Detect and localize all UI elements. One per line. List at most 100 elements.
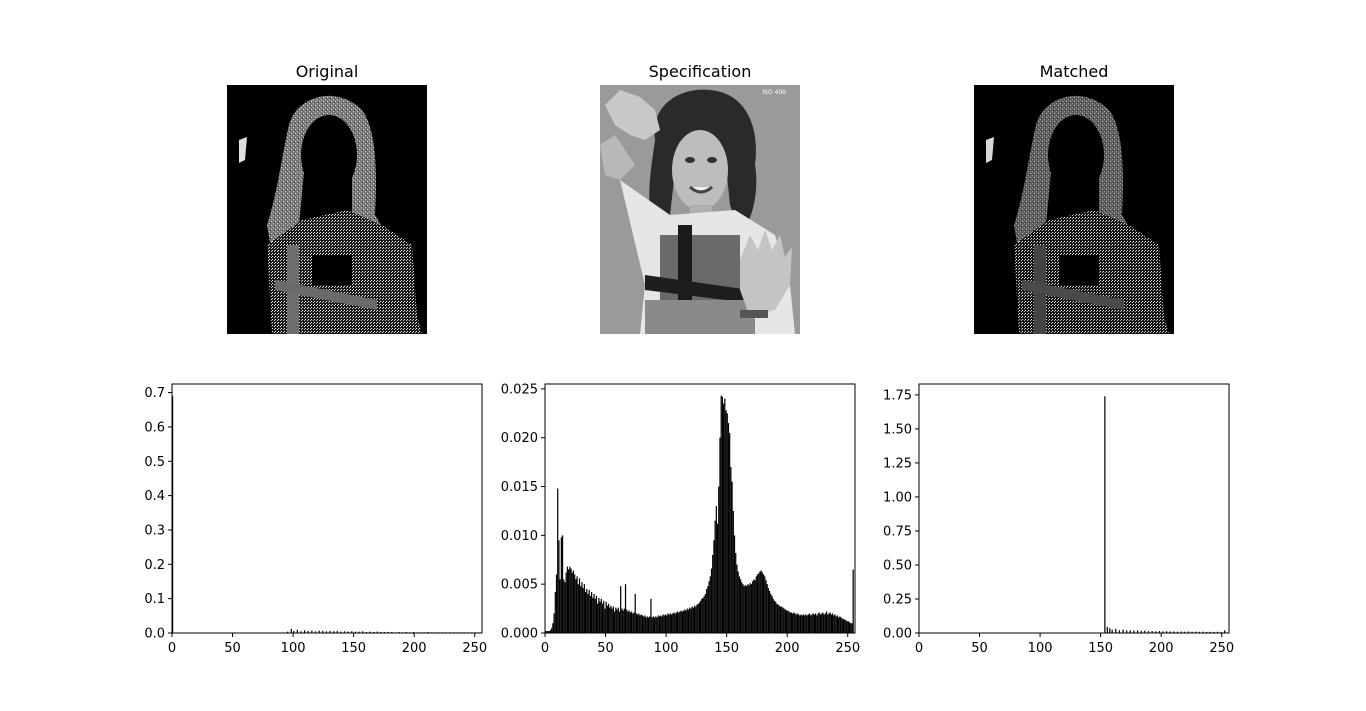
histogram-bar (691, 606, 693, 633)
histogram-bar (552, 623, 554, 633)
histogram-bar (748, 585, 750, 633)
histogram-bar (777, 604, 779, 633)
histogram-bar (598, 597, 600, 633)
histogram-bar (632, 613, 634, 633)
histogram-bar (840, 617, 842, 633)
histogram-bar (762, 574, 765, 633)
x-tick-label: 200 (1149, 641, 1174, 656)
histogram-bar (852, 569, 854, 633)
histogram-bar (564, 582, 566, 633)
histogram-bar (1147, 631, 1150, 633)
histogram-bar (662, 614, 664, 633)
histogram-bar (340, 631, 342, 633)
matched-image (974, 85, 1174, 334)
histogram-bar (623, 608, 625, 633)
y-tick-label: 1.25 (883, 456, 912, 471)
histogram-bar (714, 520, 716, 633)
histogram-bar (172, 396, 174, 633)
histogram-bar (586, 589, 588, 633)
histogram-bar (601, 603, 604, 633)
histogram-bar (1144, 630, 1146, 633)
histogram-bar (723, 403, 725, 633)
y-tick-label: 0.1 (144, 592, 165, 607)
histogram-bar (727, 423, 730, 633)
histogram-specification: 0 50 100 150 200 250 0.000 0.005 0.010 0.015 0.020… (501, 382, 860, 656)
histogram-bar (545, 631, 547, 633)
histogram-bar (616, 609, 618, 633)
histogram-bar (578, 578, 581, 633)
histogram-bar (376, 631, 378, 633)
y-tick-label: 1.75 (883, 388, 912, 403)
histogram-bar (789, 612, 791, 633)
histogram-bar (587, 593, 589, 633)
y-tick-label: 0.5 (144, 455, 165, 470)
histogram-bar (811, 614, 813, 633)
histogram-bar (398, 631, 400, 633)
histogram-bar (646, 616, 648, 633)
histogram-bar (743, 586, 745, 633)
histogram-original: 0 50 100 150 200 250 0.0 0.1 0.2 0.3 0.4 0.5 0.6 0.7 (144, 383, 487, 656)
histogram-bar (603, 600, 605, 633)
histogram-bar (303, 630, 306, 633)
histogram-bar (818, 612, 820, 633)
histogram-bar (670, 614, 673, 633)
histogram-bar (1115, 628, 1117, 633)
y-tick-label: 0.025 (501, 382, 538, 397)
histogram-bar (600, 598, 602, 633)
x-tick-label: 0 (168, 641, 176, 656)
histogram-bar (595, 595, 598, 633)
histogram-bar (707, 586, 709, 633)
histogram-bar (1216, 631, 1219, 633)
histogram-bar (626, 609, 628, 633)
histogram-bar (738, 576, 740, 633)
histogram-bar (643, 616, 645, 633)
histogram-bar (813, 614, 816, 633)
histogram-bar (842, 619, 845, 633)
y-tick-label: 0.6 (144, 420, 165, 435)
histogram-bar (658, 616, 661, 633)
histogram-bar (829, 612, 831, 633)
histogram-bar (604, 608, 606, 633)
histogram-bar (575, 579, 577, 633)
y-tick-label: 0.50 (883, 558, 912, 573)
histogram-bar (753, 579, 755, 633)
histogram-bar (851, 623, 853, 633)
histogram-bar (693, 605, 696, 633)
histogram-bar (805, 614, 807, 633)
histogram-bar (736, 564, 738, 633)
histogram-bar (405, 631, 407, 633)
histogram-bar (773, 600, 776, 633)
histogram-bar (770, 593, 772, 633)
histogram-bar (651, 617, 653, 633)
histogram-bar (296, 629, 298, 633)
histogram-bar (649, 616, 651, 633)
histogram-bar (697, 603, 699, 633)
histogram-bar (287, 631, 289, 633)
histogram-bar (629, 612, 631, 633)
histogram-bar (807, 614, 809, 633)
histogram-bar (1151, 630, 1153, 633)
histogram-bar (638, 613, 640, 633)
histogram-bar (358, 631, 360, 633)
x-tick-label: 50 (597, 641, 614, 656)
histogram-bar (664, 614, 667, 633)
histogram-bar (622, 610, 624, 633)
histogram-bar (618, 611, 621, 633)
x-tick-label: 150 (341, 641, 366, 656)
histogram-bar (765, 580, 767, 633)
panel-title-specification: Specification (648, 62, 752, 81)
histogram-bar (766, 584, 768, 633)
histogram-bar (806, 615, 808, 633)
histogram-bar (606, 605, 608, 633)
original-image (227, 85, 427, 334)
x-tick-label: 150 (714, 641, 739, 656)
histogram-bar (605, 601, 607, 633)
histogram-bar (696, 604, 698, 633)
histogram-bar (576, 576, 578, 633)
histogram-bar (804, 615, 806, 633)
histogram-bar (555, 574, 558, 633)
histogram-bar (720, 395, 722, 633)
histogram-bar (1180, 631, 1182, 633)
histogram-bar (827, 614, 829, 633)
histogram-bar (617, 607, 619, 633)
